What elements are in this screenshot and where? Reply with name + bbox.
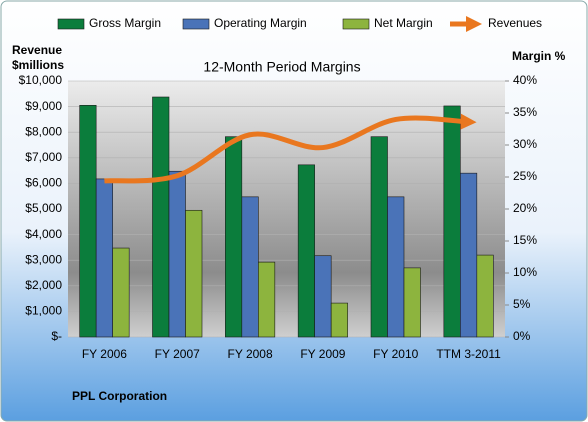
bar (225, 136, 243, 338)
y-tick-label: $1,000 (25, 304, 62, 318)
y-tick-label: $- (51, 329, 62, 343)
y-axis-label: Revenue (12, 43, 62, 57)
company-name: PPL Corporation (72, 389, 167, 403)
y2-tick-label: 15% (513, 233, 537, 247)
bar (79, 105, 97, 338)
y2-tick-label: 0% (513, 329, 531, 343)
y-tick-label: $7,000 (25, 150, 62, 164)
bar (460, 172, 478, 338)
y2-tick-label: 10% (513, 265, 537, 279)
legend-marker (57, 18, 85, 30)
bar (112, 247, 130, 338)
bar (443, 105, 461, 338)
line (104, 113, 477, 184)
legend-label: Revenues (488, 16, 542, 30)
legend-label: Net Margin (374, 16, 433, 30)
y2-axis-label: Margin % (512, 49, 566, 63)
bar (387, 196, 405, 338)
x-tick-label: FY 2010 (373, 347, 418, 361)
y-tick-label: $9,000 (25, 99, 62, 113)
bar (370, 136, 388, 338)
bar (258, 261, 276, 338)
bar (152, 96, 170, 338)
y-tick-label: $8,000 (25, 124, 62, 138)
y2-tick-label: 30% (513, 137, 537, 151)
y2-tick-label: 40% (513, 73, 537, 87)
y2-tick-label: 35% (513, 105, 537, 119)
legend-label: Operating Margin (214, 16, 307, 30)
y2-tick-label: 5% (513, 297, 531, 311)
y-tick-label: $4,000 (25, 227, 62, 241)
bar (314, 255, 332, 338)
chart-title: 12-Month Period Margins (203, 59, 360, 75)
legend-label: Gross Margin (89, 16, 161, 30)
x-tick-label: FY 2009 (300, 347, 345, 361)
bar (403, 267, 421, 338)
bar (476, 254, 494, 338)
bar (168, 170, 186, 338)
y-tick-label: $6,000 (25, 176, 62, 190)
x-tick-label: FY 2007 (155, 347, 200, 361)
legend-marker (182, 18, 210, 30)
x-tick-label: FY 2006 (82, 347, 127, 361)
x-tick-label: FY 2008 (228, 347, 273, 361)
y-tick-label: $2,000 (25, 278, 62, 292)
y2-tick-label: 20% (513, 201, 537, 215)
legend-marker (342, 18, 370, 30)
y-tick-label: $10,000 (19, 73, 63, 87)
bar (330, 302, 348, 338)
y-axis-label: $millions (12, 58, 64, 72)
bar (95, 178, 113, 338)
y-tick-label: $5,000 (25, 201, 62, 215)
bar (185, 209, 203, 338)
bar (241, 196, 259, 338)
y2-tick-label: 25% (513, 169, 537, 183)
bar (297, 164, 315, 338)
x-tick-label: TTM 3-2011 (436, 347, 501, 361)
y-tick-label: $3,000 (25, 252, 62, 266)
